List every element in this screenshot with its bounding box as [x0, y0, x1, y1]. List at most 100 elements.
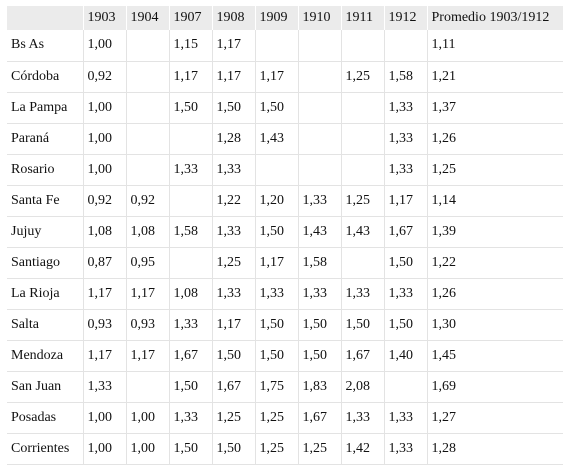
average-cell: 1,26 — [431, 285, 457, 301]
value-cell: 1,17 — [126, 340, 170, 371]
value-cell: 1,17 — [384, 185, 428, 216]
average-cell: 1,11 — [431, 37, 456, 53]
value-cell: 1,33 — [298, 185, 342, 216]
value-cell: 1,50 — [384, 247, 428, 278]
average-cell: 1,21 — [431, 68, 457, 84]
province-cell: Paraná — [7, 123, 84, 154]
value-cell: 1,43 — [298, 216, 342, 247]
value-cell: 1,33 — [341, 278, 385, 309]
value-cell: 1,83 — [298, 371, 342, 402]
value-cell: 1,17 — [255, 61, 299, 92]
value-cell: 0,93 — [83, 309, 127, 340]
value-cell: 1,33 — [384, 278, 428, 309]
value-cell — [169, 185, 213, 216]
value-cell: 1,33 — [169, 402, 213, 433]
value-cell: 1,33 — [384, 123, 428, 154]
value-cell: 1,25 — [255, 402, 299, 433]
value-cell — [255, 30, 299, 61]
value-cell: 1,25 — [341, 61, 385, 92]
value-cell: 1,50 — [341, 309, 385, 340]
value-cell — [255, 154, 299, 185]
value-cell: 1,17 — [212, 61, 256, 92]
average-cell: 1,27 — [431, 409, 457, 425]
header-cell-average: Promedio 1903/1912 — [431, 10, 550, 25]
average-cell: 1,69 — [431, 378, 457, 394]
value-cell: 1,50 — [212, 433, 256, 464]
value-cell: 1,33 — [212, 216, 256, 247]
value-cell — [126, 61, 170, 92]
header-cell-1909: 1909 — [255, 6, 299, 30]
value-cell: 1,50 — [255, 309, 299, 340]
value-cell: 0,93 — [126, 309, 170, 340]
value-cell: 1,33 — [384, 154, 428, 185]
header-cell-1910: 1910 — [298, 6, 342, 30]
province-cell: Mendoza — [7, 340, 84, 371]
value-cell: 1,67 — [341, 340, 385, 371]
value-cell: 1,33 — [384, 402, 428, 433]
value-cell: 1,42 — [341, 433, 385, 464]
province-cell: Salta — [7, 309, 84, 340]
table-row: Santa Fe 0,92 0,92 1,22 1,20 1,33 1,25 1,17 1,14 — [7, 185, 563, 216]
header-row: 1903 1904 1907 1908 1909 1910 1911 1912 … — [7, 6, 563, 30]
value-cell: 1,17 — [255, 247, 299, 278]
value-cell — [341, 123, 385, 154]
value-cell: 1,00 — [83, 92, 127, 123]
value-cell: 1,67 — [384, 216, 428, 247]
average-cell: 1,25 — [431, 161, 457, 177]
value-cell: 1,17 — [169, 61, 213, 92]
province-cell: La Pampa — [7, 92, 84, 123]
value-cell — [384, 30, 428, 61]
province-cell: Santiago — [7, 247, 84, 278]
value-cell: 1,17 — [212, 30, 256, 61]
value-cell: 1,67 — [169, 340, 213, 371]
table-row: Paraná 1,00 1,28 1,43 1,33 1,26 — [7, 123, 563, 154]
value-cell: 1,50 — [255, 216, 299, 247]
value-cell: 1,50 — [212, 92, 256, 123]
table-row: Corrientes 1,00 1,00 1,50 1,50 1,25 1,25 1,42 1,… — [7, 433, 563, 464]
table-row: Santiago 0,87 0,95 1,25 1,17 1,58 1,50 1,22 — [7, 247, 563, 278]
table-row: Rosario 1,00 1,33 1,33 1,33 1,25 — [7, 154, 563, 185]
value-cell — [126, 92, 170, 123]
value-cell: 1,17 — [212, 309, 256, 340]
value-cell: 1,50 — [169, 92, 213, 123]
value-cell: 1,40 — [384, 340, 428, 371]
province-cell: La Rioja — [7, 278, 84, 309]
value-cell: 1,33 — [212, 154, 256, 185]
value-cell: 1,25 — [298, 433, 342, 464]
value-cell: 0,92 — [126, 185, 170, 216]
value-cell — [298, 61, 342, 92]
table-container: 1903 1904 1907 1908 1909 1910 1911 1912 … — [7, 6, 563, 465]
table-row: La Rioja 1,17 1,17 1,08 1,33 1,33 1,33 1,33 1,33… — [7, 278, 563, 309]
value-cell: 1,00 — [83, 433, 127, 464]
value-cell — [169, 123, 213, 154]
value-cell — [298, 123, 342, 154]
value-cell: 1,33 — [212, 278, 256, 309]
value-cell: 1,50 — [298, 309, 342, 340]
value-cell: 1,17 — [83, 340, 127, 371]
value-cell: 1,25 — [341, 185, 385, 216]
value-cell: 1,00 — [83, 402, 127, 433]
value-cell — [298, 30, 342, 61]
table-row: Jujuy 1,08 1,08 1,58 1,33 1,50 1,43 1,43 1,67 1,3… — [7, 216, 563, 247]
value-cell: 1,22 — [212, 185, 256, 216]
average-cell: 1,30 — [431, 316, 457, 332]
value-cell — [341, 154, 385, 185]
value-cell — [126, 154, 170, 185]
table-body: Bs As 1,00 1,15 1,17 1,11 Córdoba 0,92 1,17 1,17… — [7, 30, 563, 464]
average-cell: 1,39 — [431, 223, 457, 239]
value-cell: 1,43 — [341, 216, 385, 247]
header-cell-1908: 1908 — [212, 6, 256, 30]
province-cell: Bs As — [7, 30, 84, 61]
value-cell — [169, 247, 213, 278]
header-cell-province — [7, 6, 84, 30]
province-cell: Córdoba — [7, 61, 84, 92]
province-cell: San Juan — [7, 371, 84, 402]
value-cell — [126, 123, 170, 154]
province-cell: Corrientes — [7, 433, 84, 464]
table-row: Bs As 1,00 1,15 1,17 1,11 — [7, 30, 563, 61]
value-cell: 1,08 — [169, 278, 213, 309]
value-cell: 1,00 — [83, 154, 127, 185]
table-row: Córdoba 0,92 1,17 1,17 1,17 1,25 1,58 1,21 — [7, 61, 563, 92]
value-cell: 1,50 — [212, 340, 256, 371]
average-cell: 1,37 — [431, 99, 457, 115]
